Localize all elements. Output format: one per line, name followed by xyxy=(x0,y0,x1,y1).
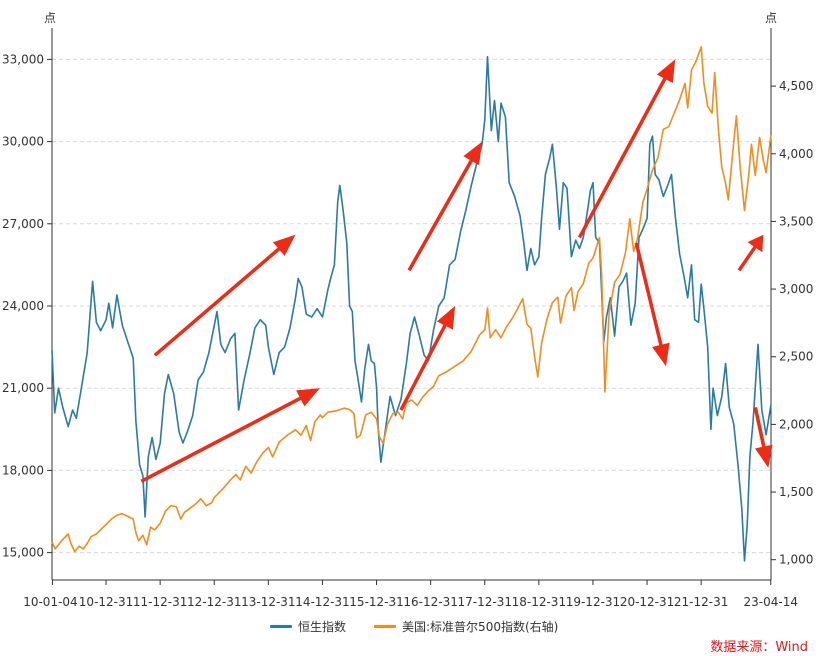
right-tick-label: 2,500 xyxy=(779,350,813,364)
trend-arrow xyxy=(577,59,676,239)
left-tick-label: 24,000 xyxy=(2,299,44,313)
x-tick-label: 19-12-31 xyxy=(566,595,620,609)
x-tick-label: 15-12-31 xyxy=(349,595,403,609)
left-tick-label: 15,000 xyxy=(2,546,44,560)
axes xyxy=(47,28,776,585)
legend-swatch-sp500 xyxy=(374,625,397,628)
x-tick-label: 18-12-31 xyxy=(512,595,566,609)
legend-item-sp500: 美国:标准普尔500指数(右轴) xyxy=(374,618,558,635)
trend-arrow xyxy=(634,242,670,367)
x-tick-label: 16-12-31 xyxy=(403,595,457,609)
left-axis-unit: 点 xyxy=(44,11,56,25)
right-tick-label: 1,000 xyxy=(779,553,813,567)
trend-arrow xyxy=(737,234,764,272)
x-tick-label: 17-12-31 xyxy=(458,595,512,609)
right-tick-label: 4,500 xyxy=(779,79,813,93)
source-note: 数据来源：Wind xyxy=(710,640,808,655)
x-tick-label: 10-01-04 xyxy=(23,595,77,609)
x-tick-label: 20-12-31 xyxy=(620,595,674,609)
right-axis-unit: 点 xyxy=(765,11,777,25)
legend-label-sp500: 美国:标准普尔500指数(右轴) xyxy=(402,620,559,634)
right-tick-label: 3,500 xyxy=(779,214,813,228)
right-tick-label: 4,000 xyxy=(779,147,813,161)
legend-label-hsi: 恒生指数 xyxy=(298,620,347,634)
trend-arrow xyxy=(153,234,296,357)
left-tick-label: 30,000 xyxy=(2,135,44,149)
legend-item-hsi: 恒生指数 xyxy=(270,618,346,635)
x-tick-label: 13-12-31 xyxy=(241,595,295,609)
x-tick-label: 11-12-31 xyxy=(133,595,187,609)
left-tick-label: 18,000 xyxy=(2,463,44,477)
right-tick-label: 1,500 xyxy=(779,485,813,499)
x-tick-label: 23-04-14 xyxy=(744,595,798,609)
legend: 恒生指数 美国:标准普尔500指数(右轴) xyxy=(270,618,558,635)
trend-arrow xyxy=(753,407,773,468)
trend-arrow xyxy=(407,141,483,272)
right-tick-label: 2,000 xyxy=(779,417,813,431)
tick-labels: 15,000 18,000 21,000 24,000 27,000 30,000 33,0… xyxy=(2,52,813,609)
x-tick-label: 21-12-31 xyxy=(674,595,728,609)
series-lines xyxy=(51,46,772,562)
series-line-sp500 xyxy=(51,46,772,553)
left-tick-label: 21,000 xyxy=(2,381,44,395)
left-tick-label: 27,000 xyxy=(2,217,44,231)
x-tick-label: 14-12-31 xyxy=(295,595,349,609)
x-tick-label: 12-12-31 xyxy=(187,595,241,609)
left-tick-label: 33,000 xyxy=(2,52,44,66)
legend-swatch-hsi xyxy=(270,625,292,628)
x-tick-label: 10-12-31 xyxy=(79,595,133,609)
right-tick-label: 3,000 xyxy=(779,282,813,296)
trend-arrow xyxy=(140,388,320,483)
trend-arrows xyxy=(140,59,773,483)
trend-arrow xyxy=(399,306,456,411)
